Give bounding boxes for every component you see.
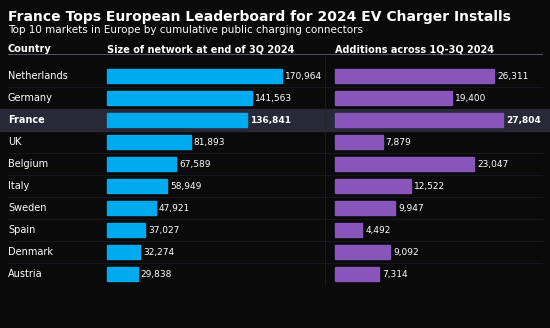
Bar (107, 179, 167, 193)
Text: France Tops European Leaderboard for 2024 EV Charger Installs: France Tops European Leaderboard for 202… (8, 10, 511, 24)
Text: 19,400: 19,400 (455, 93, 487, 102)
Bar (335, 113, 503, 127)
Bar (335, 157, 474, 171)
Text: France: France (8, 115, 45, 125)
Bar (335, 92, 452, 105)
Text: 7,879: 7,879 (386, 137, 411, 147)
Text: Sweden: Sweden (8, 203, 47, 213)
Bar (335, 135, 383, 149)
Bar (107, 70, 282, 83)
Text: 141,563: 141,563 (255, 93, 292, 102)
Text: Size of network at end of 3Q 2024: Size of network at end of 3Q 2024 (107, 44, 294, 54)
Text: 37,027: 37,027 (148, 226, 179, 235)
Text: 67,589: 67,589 (179, 159, 211, 169)
Text: Austria: Austria (8, 269, 43, 279)
Bar (107, 135, 191, 149)
Text: 170,964: 170,964 (285, 72, 322, 80)
Text: 32,274: 32,274 (143, 248, 174, 256)
Text: 4,492: 4,492 (365, 226, 390, 235)
Bar (335, 267, 379, 280)
Text: 9,092: 9,092 (393, 248, 419, 256)
Text: Denmark: Denmark (8, 247, 53, 257)
Text: Top 10 markets in Europe by cumulative public charging connectors: Top 10 markets in Europe by cumulative p… (8, 25, 363, 35)
Text: 29,838: 29,838 (141, 270, 172, 278)
Text: Belgium: Belgium (8, 159, 48, 169)
Text: Spain: Spain (8, 225, 35, 235)
Text: 23,047: 23,047 (477, 159, 509, 169)
Text: Germany: Germany (8, 93, 53, 103)
Text: UK: UK (8, 137, 21, 147)
Bar (107, 223, 145, 236)
Text: 26,311: 26,311 (497, 72, 529, 80)
Text: Additions across 1Q-3Q 2024: Additions across 1Q-3Q 2024 (335, 44, 494, 54)
Bar (107, 267, 138, 280)
Text: Country: Country (8, 44, 52, 54)
Text: 136,841: 136,841 (250, 115, 291, 125)
Text: Netherlands: Netherlands (8, 71, 68, 81)
Bar (107, 201, 156, 215)
Text: 81,893: 81,893 (194, 137, 226, 147)
Bar (0, 109, 550, 131)
Text: 58,949: 58,949 (170, 181, 202, 191)
Bar (335, 201, 395, 215)
Bar (335, 245, 390, 258)
Text: 27,804: 27,804 (506, 115, 541, 125)
Bar (107, 92, 252, 105)
Text: 9,947: 9,947 (398, 203, 424, 213)
Bar (335, 70, 494, 83)
Bar (335, 179, 411, 193)
Bar (335, 223, 362, 236)
Text: Italy: Italy (8, 181, 29, 191)
Bar (107, 113, 247, 127)
Text: 7,314: 7,314 (382, 270, 408, 278)
Text: 47,921: 47,921 (159, 203, 190, 213)
Bar (107, 245, 140, 258)
Text: 12,522: 12,522 (414, 181, 445, 191)
Bar (107, 157, 176, 171)
